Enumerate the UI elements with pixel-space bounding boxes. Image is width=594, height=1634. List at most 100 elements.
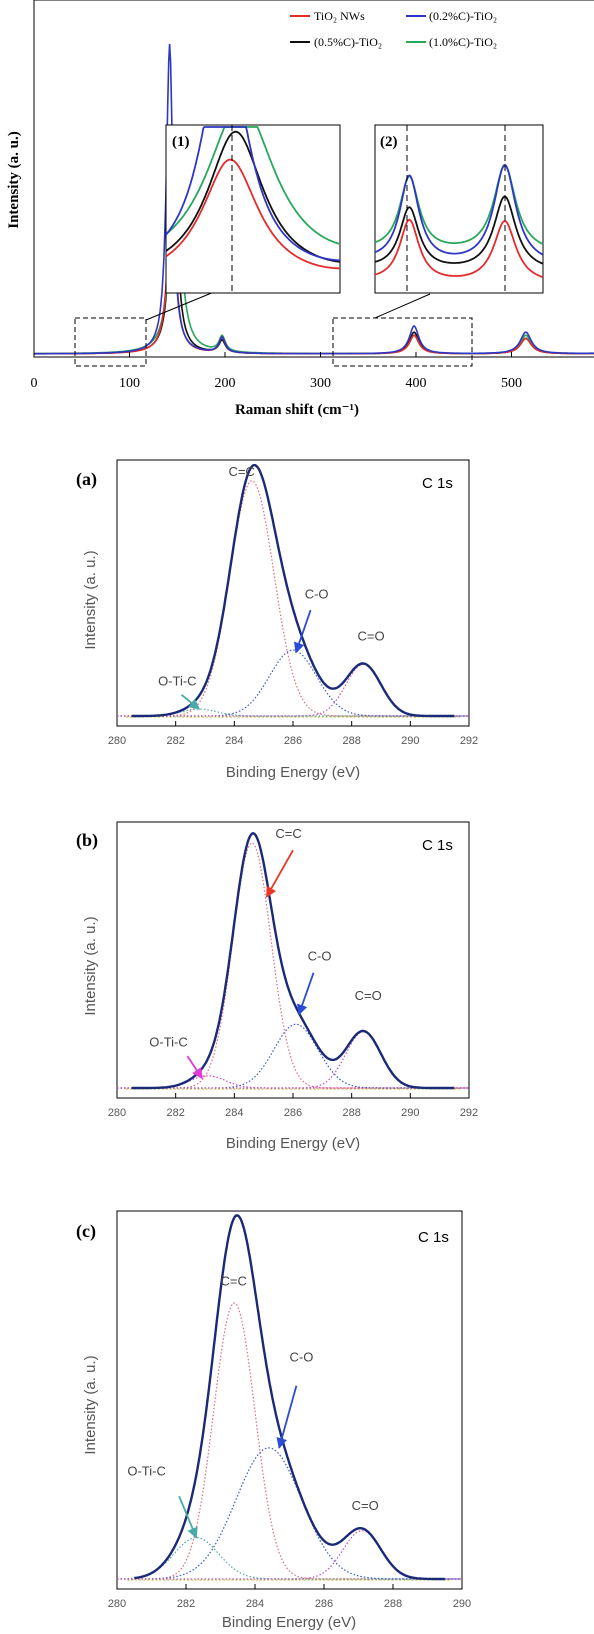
xps-panel-b: (b) C 1s 280 282 284 286 288 290 292 C=C C-O C=O… <box>76 821 478 1152</box>
inset-series-line <box>374 218 544 279</box>
inset-series-line <box>165 126 341 262</box>
panel-b-y-axis-label: Intensity (a. u.) <box>82 916 99 1015</box>
inset2-connector <box>374 293 431 319</box>
inset-series-line <box>374 164 544 256</box>
panel-b-plot-frame <box>116 821 470 1099</box>
xps-x-tick-label: 280 <box>108 735 126 747</box>
raman-series-group <box>34 43 594 355</box>
raman-y-axis-label: Intensity (a. u.) <box>6 131 22 229</box>
panel-a-x-axis-label: Binding Energy (eV) <box>226 764 360 781</box>
xps-peak-label: O-Ti-C <box>149 1034 188 1049</box>
xps-envelope-curve <box>134 1214 445 1581</box>
panel-a-title: C 1s <box>422 475 453 492</box>
xps-label-arrow <box>294 609 312 654</box>
panel-b-x-axis-label: Binding Energy (eV) <box>226 1135 360 1152</box>
xps-label-arrow <box>180 694 200 710</box>
inset1-frame <box>165 124 341 294</box>
xps-label-arrow <box>276 1385 298 1449</box>
raman-series-line <box>34 43 594 355</box>
raman-x-tick-label: 0 <box>31 376 38 391</box>
panel-b-x-ticks: 280 282 284 286 288 290 292 <box>108 1093 478 1119</box>
xps-x-tick-label: 288 <box>342 735 360 747</box>
xps-x-tick-label: 280 <box>108 1598 126 1610</box>
xps-peak-label: C=C <box>221 1274 247 1289</box>
panel-a-x-ticks: 280 282 284 286 288 290 292 <box>108 721 478 747</box>
xps-label-arrow <box>186 1055 203 1080</box>
xps-component-curve <box>117 649 469 717</box>
inset1-connector <box>145 291 215 321</box>
xps-x-tick-label: 290 <box>401 1107 419 1119</box>
xps-x-tick-label: 280 <box>108 1107 126 1119</box>
xps-label-arrow <box>178 1495 198 1539</box>
xps-component-curve <box>117 1537 462 1580</box>
raman-x-tick-label: 200 <box>215 376 236 391</box>
xps-peak-label: O-Ti-C <box>127 1463 166 1478</box>
xps-x-tick-label: 290 <box>401 735 419 747</box>
xps-component-curve <box>117 842 469 1089</box>
panel-label-b: (b) <box>76 830 98 851</box>
raman-x-axis-label: Raman shift (cm⁻¹) <box>235 402 359 418</box>
raman-chart: 0100200300400500600700800 Raman shift (c… <box>6 0 594 418</box>
xps-x-tick-label: 290 <box>453 1598 471 1610</box>
xps-x-tick-label: 284 <box>225 1107 243 1119</box>
inset2-selection-box <box>332 317 473 367</box>
xps-panel-a: (a) C 1s 280 282 284 286 288 290 292 C=C C-O C=O… <box>76 459 478 781</box>
raman-legend: TiO₂ NWs (0.2%C)-TiO₂ (0.5%C)-TiO₂ (1.0%… <box>290 9 497 49</box>
legend-label-tio2: TiO₂ NWs <box>314 9 365 23</box>
raman-x-tick-label: 100 <box>119 376 140 391</box>
inset1-label: (1) <box>172 134 190 150</box>
panel-c-x-axis-label: Binding Energy (eV) <box>222 1614 356 1631</box>
inset1-curves <box>165 126 341 270</box>
panel-a-y-axis-label: Intensity (a. u.) <box>82 550 99 649</box>
raman-x-tick-label: 400 <box>406 376 427 391</box>
panel-c-y-axis-label: Intensity (a. u.) <box>82 1355 99 1454</box>
xps-peak-label: C=C <box>275 826 301 841</box>
xps-component-curve <box>117 663 469 717</box>
xps-x-tick-label: 288 <box>342 1107 360 1119</box>
inset-2: (2) <box>374 124 544 294</box>
xps-x-tick-label: 286 <box>284 1107 302 1119</box>
xps-x-tick-label: 284 <box>225 735 243 747</box>
inset2-frame <box>374 124 544 294</box>
legend-label-10c: (1.0%C)-TiO₂ <box>429 35 497 49</box>
xps-envelope-curve <box>131 463 455 718</box>
xps-x-tick-label: 292 <box>460 735 478 747</box>
raman-x-tick-label: 500 <box>501 376 522 391</box>
legend-label-02c: (0.2%C)-TiO₂ <box>429 9 497 23</box>
raman-series-line <box>34 192 594 355</box>
inset-series-line <box>165 126 341 245</box>
xps-peak-label: C=O <box>355 988 382 1003</box>
xps-label-arrow <box>265 849 294 898</box>
panel-c-title: C 1s <box>418 1229 449 1246</box>
xps-label-arrow <box>297 972 315 1016</box>
xps-panel-c: (c) C 1s 280 282 284 286 288 290 C=C C-O C=O O-T… <box>76 1210 471 1631</box>
xps-x-tick-label: 292 <box>460 1107 478 1119</box>
inset-series-line <box>165 158 340 270</box>
xps-peak-label: O-Ti-C <box>158 673 197 688</box>
xps-x-tick-label: 288 <box>384 1598 402 1610</box>
xps-x-tick-label: 286 <box>284 735 302 747</box>
xps-x-tick-label: 284 <box>246 1598 264 1610</box>
xps-peak-label: C=O <box>358 629 385 644</box>
inset-1: (1) <box>165 124 341 294</box>
panel-c-curves <box>117 1214 462 1581</box>
xps-component-curve <box>117 1530 462 1580</box>
xps-peak-label: C-O <box>290 1350 314 1365</box>
legend-label-05c: (0.5%C)-TiO₂ <box>314 35 382 49</box>
xps-component-curve <box>117 1030 469 1089</box>
inset2-curves <box>374 164 544 279</box>
xps-x-tick-label: 282 <box>166 735 184 747</box>
raman-x-ticks: 0100200300400500600700800 <box>31 352 522 391</box>
xps-x-tick-label: 282 <box>177 1598 195 1610</box>
panel-c-x-ticks: 280 282 284 286 288 290 <box>108 1584 471 1610</box>
inset-series-line <box>374 195 544 265</box>
panel-label-a: (a) <box>76 469 97 490</box>
panel-b-curves <box>117 832 469 1090</box>
raman-x-tick-label: 300 <box>310 376 331 391</box>
xps-x-tick-label: 286 <box>315 1598 333 1610</box>
panel-c-plot-frame <box>116 1210 463 1590</box>
xps-envelope-curve <box>131 832 455 1090</box>
panel-b-title: C 1s <box>422 837 453 854</box>
xps-peak-label: C-O <box>308 949 332 964</box>
